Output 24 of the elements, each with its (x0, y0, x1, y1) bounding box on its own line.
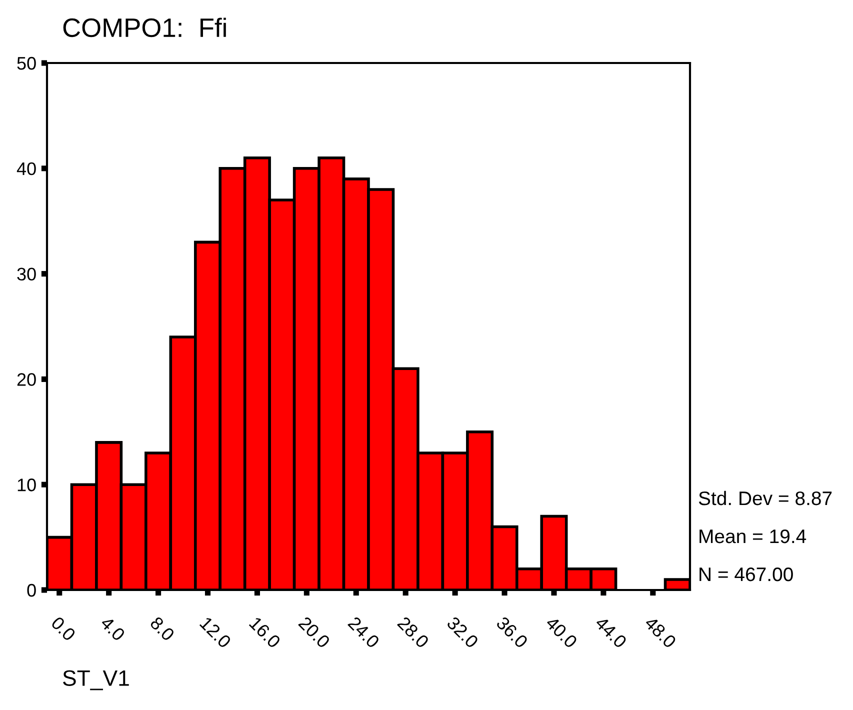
y-tick-label: 30 (17, 268, 36, 281)
x-tick-label: 36.0 (496, 616, 529, 649)
y-tick-label: 40 (16, 162, 36, 176)
y-tick-label: 20 (17, 373, 36, 386)
x-tick-label: 32.0 (446, 616, 480, 649)
x-tick-label: 8.0 (149, 616, 176, 642)
x-tick-label: 24.0 (347, 616, 380, 649)
x-axis-title: ST_V1 (63, 670, 129, 690)
x-tick-label: 48.0 (644, 616, 677, 649)
x-tick-label: 40.0 (544, 616, 578, 649)
x-tick-label: 16.0 (248, 616, 282, 649)
y-tick-label: 10 (18, 478, 36, 492)
x-tick-label: 28.0 (396, 616, 430, 649)
text: Mean = 19.4 (700, 529, 806, 544)
x-tick-label: 12.0 (199, 616, 232, 649)
x-tick-label: 4.0 (100, 616, 126, 642)
text: N = 467.00 (700, 567, 793, 582)
y-tick-label: 0 (27, 584, 36, 597)
chart-title: COMPO1: Ffi (63, 18, 226, 38)
x-tick-label: 20.0 (298, 616, 331, 649)
x-tick-label: 0.0 (50, 616, 76, 642)
x-tick-label: 44.0 (594, 616, 628, 649)
y-tick-label: 50 (17, 56, 36, 70)
text: Std. Dev = 8.87 (698, 490, 832, 506)
